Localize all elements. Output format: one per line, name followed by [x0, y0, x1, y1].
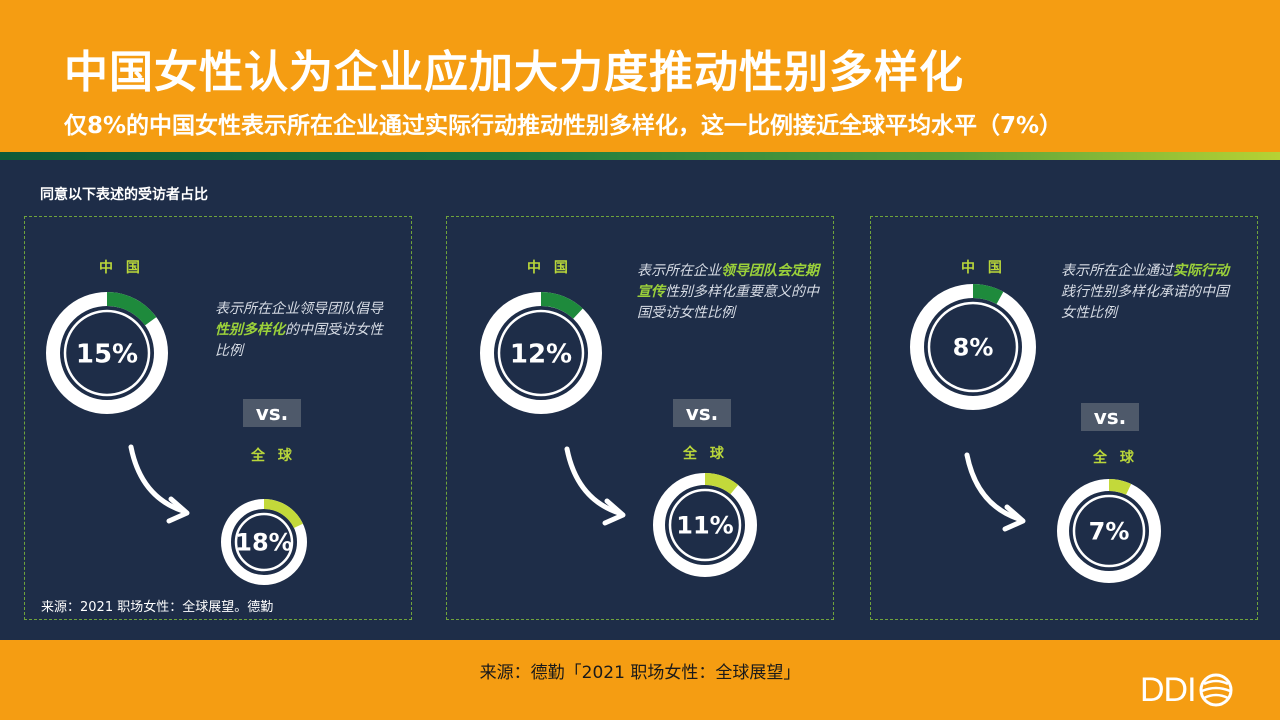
footer-band: 来源：德勤「2021 职场女性：全球展望」 DDI — [0, 640, 1280, 720]
donut-inner-ring — [927, 301, 1019, 393]
desc-text: 表示所在企业通过 — [1061, 263, 1173, 279]
global-donut: 18% — [221, 499, 307, 585]
china-label: 中 国 — [961, 260, 1006, 276]
desc-highlight: 领导团队会定期宣传 — [637, 263, 819, 300]
donut-inner-ring — [1072, 494, 1146, 568]
vs-badge: vs. — [673, 399, 731, 427]
global-donut: 7% — [1057, 479, 1161, 583]
curved-arrow-icon — [128, 444, 190, 524]
donut-value-label: 15% — [76, 339, 138, 369]
page-subtitle: 仅8%的中国女性表示所在企业通过实际行动推动性别多样化，这一比例接近全球平均水平… — [64, 113, 1063, 139]
logo-text: DDI — [1140, 671, 1197, 709]
donut-inner-ring — [234, 512, 294, 572]
desc-highlight: 性别多样化 — [215, 322, 285, 338]
donut-value-arc — [263, 499, 303, 529]
panel-description: 表示所在企业领导团队倡导性别多样化的中国受访女性比例 — [215, 299, 395, 362]
donut-value-label: 18% — [235, 529, 292, 557]
panel-leadership-advocacy: 中 国 15% 表示所在企业领导团队倡导性别多样化的中国受访女性比例 vs. 全… — [24, 216, 412, 620]
section-label: 同意以下表述的受访者占比 — [40, 187, 208, 203]
curved-arrow-icon — [564, 446, 626, 526]
header-band: 中国女性认为企业应加大力度推动性别多样化 仅8%的中国女性表示所在企业通过实际行… — [0, 0, 1280, 152]
donut-value-label: 7% — [1089, 518, 1130, 546]
panel-description: 表示所在企业领导团队会定期宣传性别多样化重要意义的中国受访女性比例 — [637, 261, 821, 324]
globe-icon — [1199, 673, 1233, 707]
donut-value-arc — [704, 473, 739, 495]
donut-value-label: 11% — [676, 512, 733, 540]
desc-text: 的中国受访女性比例 — [215, 322, 383, 359]
ddi-logo: DDI — [1140, 670, 1234, 710]
vs-badge: vs. — [243, 399, 301, 427]
global-donut: 11% — [653, 473, 757, 577]
page-title: 中国女性认为企业应加大力度推动性别多样化 — [64, 47, 964, 98]
desc-text: 表示所在企业 — [637, 263, 721, 279]
panel-description: 表示所在企业通过实际行动践行性别多样化承诺的中国女性比例 — [1061, 261, 1231, 324]
global-label: 全 球 — [683, 446, 728, 462]
donut-inner-ring — [497, 309, 585, 397]
panel-practical-action: 中 国 8% 表示所在企业通过实际行动践行性别多样化承诺的中国女性比例 vs. … — [870, 216, 1258, 620]
desc-text: 性别多样化重要意义的中国受访女性比例 — [637, 284, 819, 321]
global-label: 全 球 — [1093, 450, 1138, 466]
gradient-stripe — [0, 152, 1280, 160]
china-donut: 12% — [480, 292, 602, 414]
global-label: 全 球 — [251, 448, 296, 464]
china-label: 中 国 — [527, 260, 572, 276]
curved-arrow-icon — [964, 452, 1026, 532]
footer-source: 来源：德勤「2021 职场女性：全球展望」 — [479, 663, 801, 683]
china-donut: 15% — [46, 292, 168, 414]
donut-value-arc — [972, 284, 1004, 305]
donut-value-label: 12% — [510, 339, 572, 369]
donut-inner-ring — [63, 309, 151, 397]
china-label: 中 国 — [99, 260, 144, 276]
desc-text: 表示所在企业领导团队倡导 — [215, 301, 383, 317]
desc-highlight: 实际行动 — [1173, 263, 1229, 279]
donut-inner-ring — [668, 488, 742, 562]
donut-value-arc — [1108, 479, 1132, 495]
donut-value-label: 8% — [953, 334, 994, 362]
content-area: 同意以下表述的受访者占比 中 国 15% 表示所在企业领导团队倡导性别多样化的中… — [0, 160, 1280, 640]
donut-value-arc — [106, 292, 157, 326]
panel-source-note: 来源：2021 职场女性：全球展望。德勤 — [41, 600, 274, 615]
panel-regular-communication: 中 国 12% 表示所在企业领导团队会定期宣传性别多样化重要意义的中国受访女性比… — [446, 216, 834, 620]
donut-value-arc — [540, 292, 583, 319]
vs-badge: vs. — [1081, 403, 1139, 431]
desc-text: 践行性别多样化承诺的中国女性比例 — [1061, 284, 1229, 321]
china-donut: 8% — [910, 284, 1036, 410]
